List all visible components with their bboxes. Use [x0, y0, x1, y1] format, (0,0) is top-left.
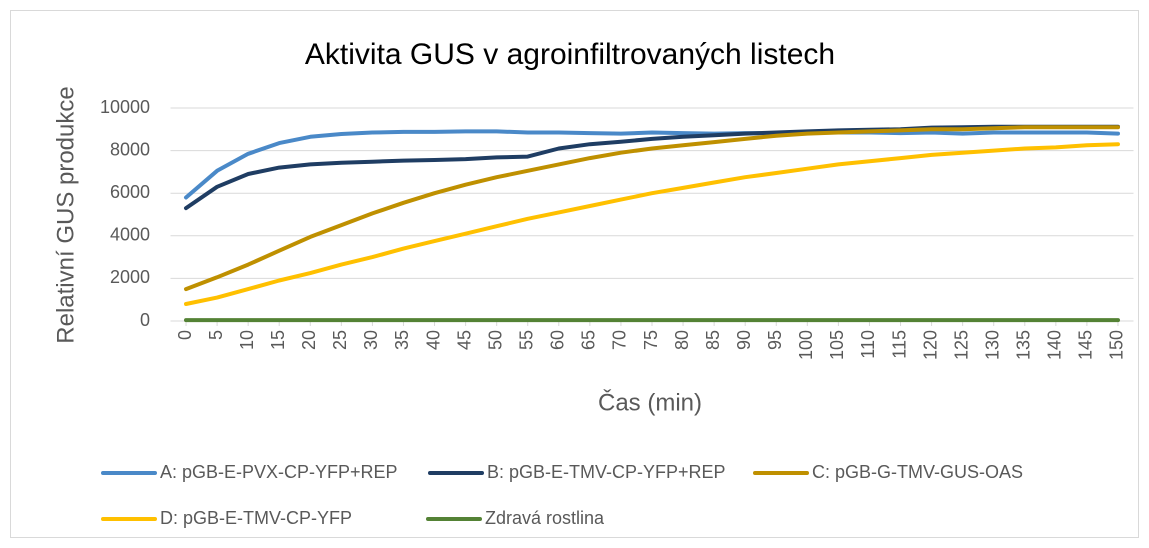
- x-tick-label: 95: [765, 330, 785, 350]
- x-tick-label: 55: [516, 330, 536, 350]
- x-tick-label: 80: [672, 330, 692, 350]
- chart-title: Aktivita GUS v agroinfiltrovaných listec…: [305, 38, 835, 71]
- x-tick-label: 20: [299, 330, 319, 350]
- x-tick-label: 40: [423, 330, 443, 350]
- y-tick-label: 6000: [110, 182, 150, 202]
- y-tick-label: 8000: [110, 139, 150, 159]
- x-tick-label: 115: [889, 330, 909, 359]
- legend-label: B: pGB-E-TMV-CP-YFP+REP: [487, 462, 726, 482]
- x-tick-label: 30: [361, 330, 381, 350]
- series-line: [184, 124, 1120, 211]
- x-tick-label: 100: [796, 330, 816, 360]
- series-line: [184, 142, 1120, 306]
- series-line: [184, 125, 1120, 292]
- legend-label: D: pGB-E-TMV-CP-YFP: [160, 508, 352, 528]
- x-tick-label: 15: [268, 330, 288, 350]
- y-tick-label: 4000: [110, 225, 150, 245]
- y-tick-label: 0: [140, 310, 150, 330]
- x-tick-label: 45: [454, 330, 474, 350]
- x-tick-label: 125: [951, 330, 971, 360]
- x-tick-label: 35: [392, 330, 412, 350]
- x-tick-label: 5: [206, 330, 226, 340]
- y-axis-title: Relativní GUS produkce: [52, 86, 79, 343]
- chart-border: [10, 10, 1139, 538]
- x-axis-title: Čas (min): [598, 388, 702, 416]
- y-tick-label: 2000: [110, 267, 150, 287]
- x-tick-label: 25: [330, 330, 350, 350]
- legend-label: C: pGB-G-TMV-GUS-OAS: [812, 462, 1023, 482]
- x-tick-label: 65: [579, 330, 599, 350]
- x-tick-label: 75: [641, 330, 661, 350]
- series-line: [184, 129, 1120, 200]
- legend-label: Zdravá rostlina: [485, 508, 605, 528]
- x-tick-label: 10: [237, 330, 257, 350]
- x-tick-label: 70: [610, 330, 630, 350]
- x-tick-label: 90: [734, 330, 754, 350]
- x-tick-label: 85: [703, 330, 723, 350]
- x-tick-label: 150: [1107, 330, 1127, 360]
- x-tick-label: 130: [982, 330, 1002, 360]
- x-tick-label: 105: [827, 330, 847, 360]
- x-tick-label: 140: [1045, 330, 1065, 360]
- x-tick-label: 0: [175, 330, 195, 340]
- legend-label: A: pGB-E-PVX-CP-YFP+REP: [160, 462, 398, 482]
- x-tick-label: 120: [920, 330, 940, 360]
- x-tick-label: 135: [1014, 330, 1034, 360]
- x-tick-label: 60: [548, 330, 568, 350]
- x-tick-label: 110: [858, 330, 878, 359]
- y-tick-label: 10000: [100, 97, 150, 117]
- x-tick-label: 145: [1076, 330, 1096, 360]
- x-tick-label: 50: [485, 330, 505, 350]
